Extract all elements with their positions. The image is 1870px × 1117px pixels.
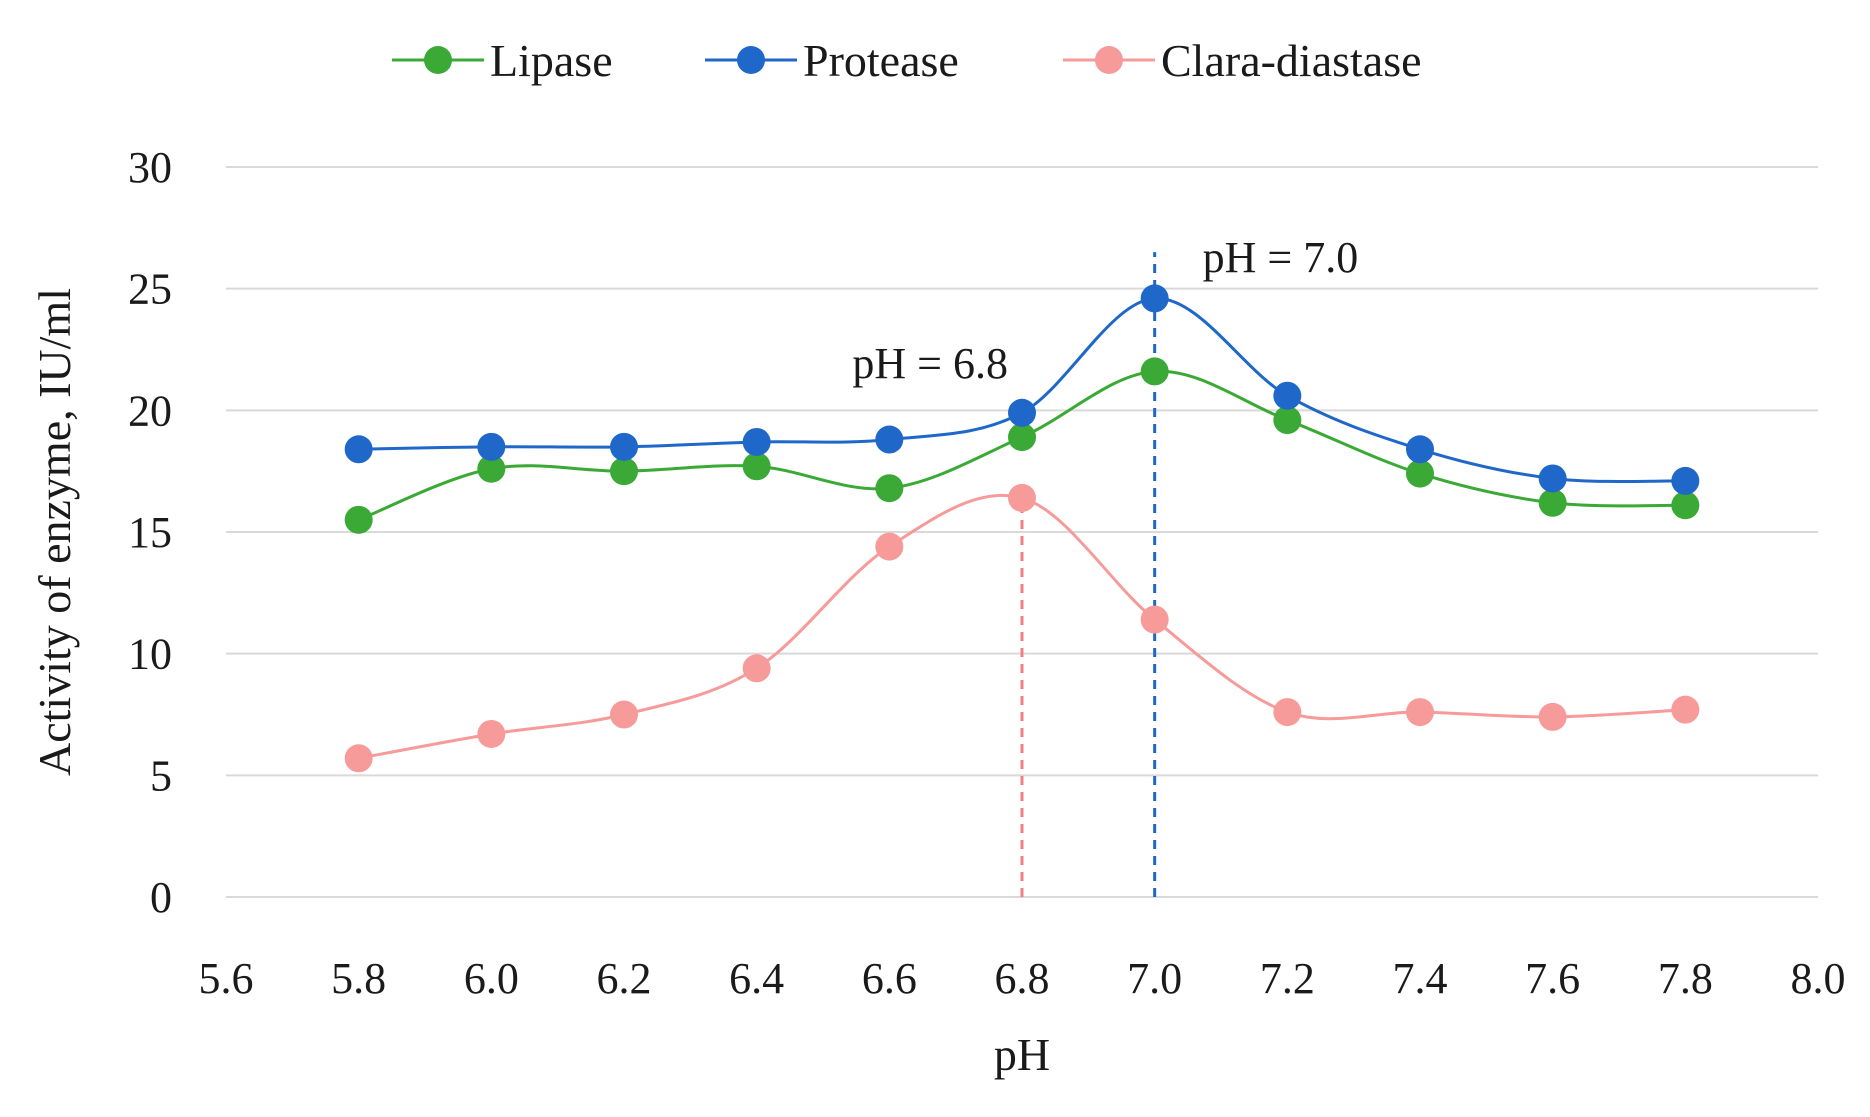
- data-point: [1671, 491, 1700, 520]
- legend-label: Lipase: [490, 35, 613, 86]
- x-tick-label: 6.0: [464, 954, 519, 1003]
- data-point: [344, 505, 373, 534]
- legend-marker: [1095, 46, 1123, 74]
- y-tick-labels: 0 5 10 15 20 25 30: [128, 143, 172, 922]
- data-point: [1538, 488, 1567, 517]
- data-point: [742, 427, 771, 456]
- annotation-label: pH = 7.0: [1203, 233, 1359, 282]
- data-point: [1406, 435, 1434, 464]
- x-tick-labels: 5.6 5.8 6.0 6.2 6.4 6.6 6.8 7.0 7.2 7.4 7.6 7.8 8.0: [199, 954, 1846, 1003]
- data-point: [477, 432, 506, 461]
- annotation-label: pH = 6.8: [852, 339, 1008, 388]
- x-tick-label: 7.6: [1525, 954, 1580, 1003]
- x-tick-label: 6.4: [729, 954, 784, 1003]
- y-tick-label: 30: [128, 143, 172, 192]
- x-tick-label: 6.2: [597, 954, 652, 1003]
- data-point: [1140, 357, 1169, 386]
- data-point: [1406, 698, 1434, 727]
- x-tick-label: 7.8: [1658, 954, 1713, 1003]
- y-tick-label: 20: [128, 386, 172, 435]
- legend-marker: [424, 46, 452, 74]
- data-point: [875, 474, 904, 503]
- x-tick-label: 6.6: [862, 954, 917, 1003]
- data-point: [1406, 459, 1434, 488]
- data-point: [1008, 398, 1036, 427]
- data-point: [1671, 466, 1700, 495]
- data-point: [742, 654, 771, 683]
- data-point: [610, 700, 638, 729]
- x-axis-title: pH: [994, 1029, 1050, 1080]
- y-tick-label: 15: [128, 508, 172, 557]
- reference-lines: pH = 6.8 pH = 7.0: [852, 233, 1358, 897]
- data-point: [610, 457, 638, 486]
- data-point: [1538, 702, 1567, 731]
- x-tick-label: 6.8: [995, 954, 1050, 1003]
- y-tick-label: 5: [150, 751, 172, 800]
- x-tick-label: 7.0: [1127, 954, 1182, 1003]
- series-clara-diastase: [344, 483, 1700, 773]
- x-tick-label: 8.0: [1791, 954, 1846, 1003]
- data-point: [742, 452, 771, 481]
- data-point: [1273, 698, 1302, 727]
- x-tick-label: 7.4: [1393, 954, 1448, 1003]
- legend-marker: [737, 46, 765, 74]
- data-point: [477, 454, 506, 483]
- series-group: [344, 284, 1700, 773]
- y-tick-label: 0: [150, 873, 172, 922]
- data-point: [344, 435, 373, 464]
- legend-item: Protease: [705, 35, 959, 86]
- series-protease: [344, 284, 1700, 495]
- legend-item: Lipase: [392, 35, 613, 86]
- legend-label: Clara-diastase: [1161, 35, 1422, 86]
- y-tick-label: 25: [128, 265, 172, 314]
- data-point: [1008, 423, 1036, 452]
- x-tick-label: 5.6: [199, 954, 254, 1003]
- data-point: [875, 425, 904, 454]
- data-point: [1538, 464, 1567, 493]
- data-point: [610, 432, 638, 461]
- data-point: [1008, 483, 1036, 512]
- data-point: [1273, 381, 1302, 410]
- data-point: [344, 744, 373, 773]
- data-point: [1671, 695, 1700, 724]
- y-tick-label: 10: [128, 630, 172, 679]
- legend-label: Protease: [803, 35, 959, 86]
- series-line: [358, 296, 1686, 484]
- x-tick-label: 7.2: [1260, 954, 1315, 1003]
- legend: Lipase Protease Clara-diastase: [392, 35, 1422, 86]
- data-point: [1140, 284, 1169, 313]
- data-point: [875, 532, 904, 561]
- gridlines: [226, 166, 1818, 898]
- series-lipase: [344, 357, 1700, 534]
- x-tick-label: 5.8: [331, 954, 386, 1003]
- data-point: [1140, 605, 1169, 634]
- legend-item: Clara-diastase: [1063, 35, 1422, 86]
- data-point: [477, 719, 506, 748]
- data-point: [1273, 406, 1302, 435]
- y-axis-title: Activity of enzyme, IU/ml: [29, 288, 80, 776]
